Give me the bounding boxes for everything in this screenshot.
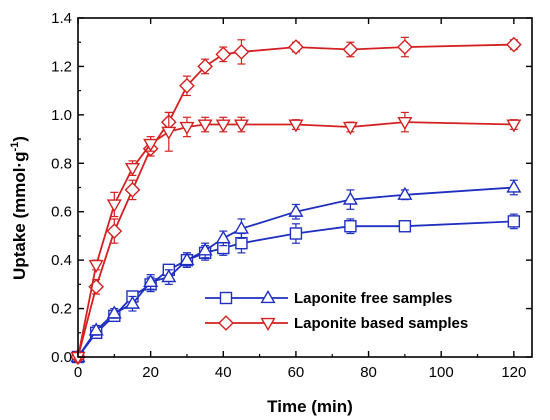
data-point-triangle-down [397, 117, 413, 131]
data-point-square [219, 291, 233, 305]
data-point-triangle-down [143, 138, 159, 152]
data-point-triangle-up [143, 273, 159, 288]
x-tick-label: 0 [74, 364, 82, 381]
legend-entry-0: Laponite free samples [205, 289, 452, 307]
x-tick-label: 20 [142, 364, 159, 381]
y-axis-title: Uptake (mmol·g-1) [9, 136, 29, 280]
chart-axes: 0 20 40 60 80 100 120 0.0 0.2 0.4 0.6 0.8 1.0 1.2 1.4 [51, 10, 533, 381]
y-tick-label: 1.0 [51, 107, 72, 124]
data-point-triangle-up [106, 305, 122, 319]
data-point-triangle-up [342, 191, 358, 205]
data-point-triangle-up [179, 252, 195, 266]
x-tick-label: 60 [288, 364, 305, 381]
data-point-triangle-up [233, 220, 249, 234]
series-line [77, 43, 514, 358]
y-tick-label: 0.8 [51, 155, 72, 172]
data-point-triangle-up [288, 203, 304, 217]
data-point-triangle-down [233, 119, 249, 133]
data-point-square [289, 227, 303, 240]
y-axis-title-main: Uptake (mmol·g [10, 151, 29, 279]
data-point-diamond [505, 36, 522, 53]
y-tick-label: 0.6 [51, 204, 72, 221]
y-tick-label: 1.4 [51, 10, 72, 27]
data-point-square [344, 220, 357, 233]
data-point-square [235, 236, 248, 250]
data-point-diamond [179, 77, 195, 94]
y-tick-label: 0.2 [51, 301, 72, 318]
data-point-triangle-down [106, 199, 122, 213]
data-point-diamond [197, 58, 213, 75]
data-point-triangle-up [124, 295, 141, 309]
data-point-diamond [397, 39, 413, 55]
data-point-triangle-down [161, 126, 177, 140]
data-point-triangle-up [397, 186, 413, 200]
data-point-triangle-down [342, 121, 358, 135]
data-point-triangle-up [88, 322, 104, 336]
data-point-diamond [218, 315, 234, 331]
data-point-triangle-down [506, 119, 522, 133]
x-tick-label: 40 [215, 364, 232, 381]
data-point-square [507, 215, 521, 228]
series-3 [70, 111, 522, 366]
y-axis-title-close: ) [10, 136, 29, 142]
x-tick-label: 100 [429, 364, 454, 381]
data-point-diamond [106, 223, 123, 239]
data-point-triangle-down [197, 119, 213, 133]
series-1 [70, 179, 522, 363]
x-axis-title: Time (min) [267, 397, 353, 416]
data-point-square [398, 220, 412, 233]
data-point-triangle-up [197, 242, 213, 256]
data-point-diamond [342, 41, 359, 58]
data-point-diamond [288, 39, 304, 55]
data-point-triangle-up [506, 179, 522, 193]
y-tick-label: 1.2 [51, 58, 72, 75]
legend-entry-1: Laponite based samples [205, 315, 468, 332]
x-tick-label: 120 [501, 364, 526, 381]
data-point-diamond [233, 44, 250, 60]
x-tick-label: 80 [360, 364, 377, 381]
data-point-triangle-up [260, 289, 276, 304]
data-point-triangle-up [215, 230, 231, 244]
data-point-triangle-down [88, 259, 104, 273]
data-point-triangle-down [288, 119, 304, 133]
y-tick-label: 0.0 [51, 349, 72, 366]
legend-label: Laponite free samples [294, 290, 452, 307]
data-point-triangle-up [161, 269, 177, 283]
series-line [77, 121, 514, 358]
y-axis-title-sup: -1 [9, 142, 21, 152]
data-point-diamond [215, 46, 232, 63]
chart-legend: Laponite free samples Laponite based samp… [205, 289, 468, 332]
series-0 [71, 213, 521, 364]
data-point-triangle-down [260, 317, 276, 332]
data-point-triangle-down [124, 163, 141, 177]
data-point-triangle-down [179, 121, 195, 135]
y-tick-label: 0.4 [51, 252, 72, 269]
chart-series-group [70, 36, 522, 366]
data-point-diamond [124, 182, 141, 198]
data-point-triangle-down [215, 119, 231, 133]
legend-label: Laponite based samples [294, 315, 468, 332]
